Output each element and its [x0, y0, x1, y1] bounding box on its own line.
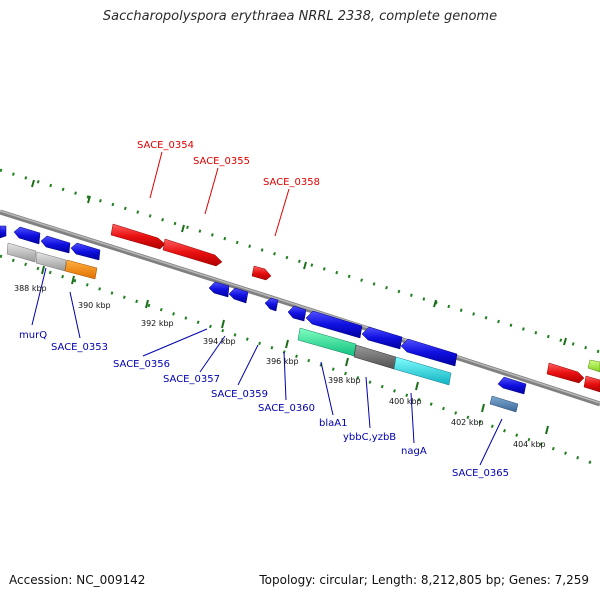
gene-reverse[interactable]: [305, 310, 363, 339]
leader-line: [283, 351, 287, 401]
leader-line: [149, 151, 163, 199]
major-tick: [181, 224, 185, 233]
outer-tick-dots: [0, 168, 600, 354]
leader-line: [410, 392, 415, 444]
gene-label-blaa1[interactable]: blaA1: [319, 418, 347, 429]
major-tick: [433, 299, 437, 308]
gene-reverse[interactable]: [400, 338, 458, 367]
gene-label-sace-0359[interactable]: SACE_0359: [211, 389, 268, 400]
forward-leaders: [149, 151, 290, 237]
major-tick: [545, 425, 549, 435]
major-tick: [87, 195, 91, 204]
gene-label-murq[interactable]: murQ: [19, 330, 47, 341]
scale-label: 396 kbp: [266, 357, 299, 366]
scale-label: 390 kbp: [78, 301, 111, 310]
gene-label-sace-0357[interactable]: SACE_0357: [163, 374, 220, 385]
major-tick: [303, 261, 307, 270]
gene-reverse[interactable]: [70, 242, 101, 261]
gene-label-sace-0365[interactable]: SACE_0365: [452, 468, 509, 479]
page-title: Saccharopolyspora erythraea NRRL 2338, c…: [102, 9, 498, 24]
gene-reverse[interactable]: [228, 287, 249, 304]
leader-line: [142, 328, 208, 357]
inner-tick-dots: [0, 254, 600, 468]
gene-label-sace-0354[interactable]: SACE_0354: [137, 140, 194, 151]
gene-block[interactable]: [35, 251, 67, 272]
forward-gene-labels: SACE_0354 SACE_0355 SACE_0358: [137, 140, 320, 188]
leader-line: [199, 335, 226, 373]
major-tick: [145, 299, 149, 309]
scale-label: 394 kbp: [203, 337, 236, 346]
major-tick: [415, 381, 419, 391]
accession-text: Accession: NC_009142: [9, 573, 146, 587]
genome-summary-text: Topology: circular; Length: 8,212,805 bp…: [259, 573, 589, 587]
reverse-leaders: [31, 267, 503, 466]
scale-label: 400 kbp: [389, 397, 422, 406]
gene-block[interactable]: [393, 356, 452, 386]
gene-reverse[interactable]: [13, 226, 41, 245]
gene-block[interactable]: [353, 344, 397, 370]
scale-label: 398 kbp: [328, 376, 361, 385]
gene-forward[interactable]: [110, 223, 166, 250]
major-tick: [481, 403, 485, 413]
outer-tick-track: [0, 168, 600, 354]
inner-tick-track: [0, 254, 600, 468]
scale-label: 404 kbp: [513, 440, 546, 449]
scale-label: 388 kbp: [14, 284, 47, 293]
gene-block[interactable]: [64, 259, 98, 280]
gene-label-naga[interactable]: nagA: [401, 446, 427, 457]
gene-block[interactable]: [6, 242, 37, 263]
gene-reverse[interactable]: [287, 305, 307, 322]
reverse-gene-labels: murQ SACE_0353 SACE_0356 SACE_0357 SACE_…: [19, 330, 509, 479]
gene-block[interactable]: [489, 395, 519, 413]
gene-label-sace-0353[interactable]: SACE_0353: [51, 342, 108, 353]
gene-forward[interactable]: [162, 238, 223, 267]
genome-backbone-highlight: [0, 210, 600, 404]
gene-reverse[interactable]: [0, 225, 7, 239]
leader-line: [320, 361, 334, 416]
leader-line: [365, 376, 371, 429]
major-tick: [41, 265, 45, 275]
gene-label-sace-0358[interactable]: SACE_0358: [263, 177, 320, 188]
gene-forward[interactable]: [251, 265, 272, 281]
gene-reverse[interactable]: [361, 326, 403, 350]
outer-major-ticks: [31, 179, 567, 346]
genome-backbone: [0, 209, 600, 407]
reverse-genes: [0, 225, 527, 413]
leader-line: [274, 188, 290, 237]
gene-reverse[interactable]: [40, 235, 71, 254]
major-tick: [563, 337, 567, 346]
leader-line: [237, 344, 259, 386]
major-tick: [285, 339, 289, 349]
gene-reverse[interactable]: [497, 376, 527, 395]
gene-reverse[interactable]: [208, 281, 230, 298]
gene-forward[interactable]: [587, 359, 600, 373]
scale-labels: 388 kbp 390 kbp 392 kbp 394 kbp 396 kbp …: [14, 284, 546, 449]
scale-label: 392 kbp: [141, 319, 174, 328]
leader-line: [479, 418, 503, 466]
scale-label: 402 kbp: [451, 418, 484, 427]
gene-label-ybbc-yzbb[interactable]: ybbC,yzbB: [343, 432, 396, 443]
gene-forward[interactable]: [546, 362, 585, 384]
major-tick: [345, 357, 349, 367]
gene-label-sace-0360[interactable]: SACE_0360: [258, 403, 315, 414]
major-tick: [221, 319, 225, 329]
gene-reverse[interactable]: [264, 297, 279, 312]
gene-label-sace-0355[interactable]: SACE_0355: [193, 156, 250, 167]
major-tick: [71, 275, 75, 285]
major-tick: [31, 179, 35, 188]
gene-forward[interactable]: [583, 375, 600, 393]
forward-genes: [110, 223, 600, 393]
leader-line: [69, 291, 81, 339]
leader-line: [204, 167, 219, 215]
gene-label-sace-0356[interactable]: SACE_0356: [113, 359, 170, 370]
leader-line: [31, 267, 47, 326]
